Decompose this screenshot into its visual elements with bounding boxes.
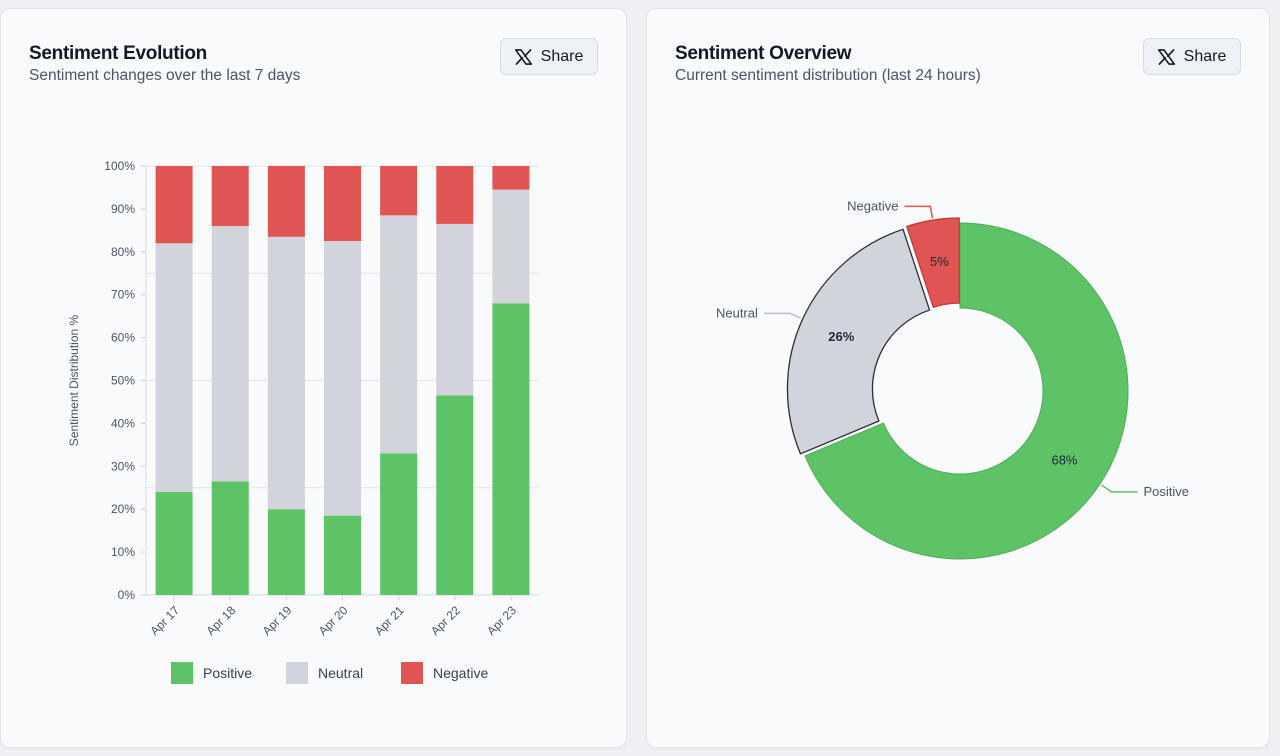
card-title: Sentiment Evolution [29,43,207,64]
bar-negative [492,166,530,190]
slice-category-label: Neutral [716,305,758,320]
x-tick-label: Apr 17 [147,603,182,638]
bar-positive [380,453,418,595]
bar-positive [211,481,249,595]
bar-negative [155,166,193,244]
bar-neutral [436,223,474,396]
y-tick-label: 20% [111,502,135,516]
y-tick-label: 50% [111,374,135,388]
card-subtitle: Current sentiment distribution (last 24 … [675,67,981,84]
share-button[interactable]: Share [1143,38,1241,75]
legend-swatch-neutral [286,662,308,684]
y-tick-label: 10% [111,545,135,559]
legend-swatch-positive [171,662,193,684]
share-button[interactable]: Share [500,38,598,75]
y-tick-label: 30% [111,459,135,473]
x-tick-label: Apr 21 [372,603,407,638]
bar-negative [380,166,418,216]
bar-neutral [155,243,193,493]
share-label: Share [1183,47,1227,65]
slice-neutral [786,228,931,455]
bar-neutral [267,236,305,510]
bar-neutral [324,241,361,516]
callout-line [1101,484,1138,493]
y-tick-label: 90% [111,202,135,216]
x-tick-label: Apr 22 [428,603,463,638]
x-tick-label: Apr 20 [316,603,351,638]
legend-swatch-negative [401,662,423,684]
y-tick-label: 60% [111,331,135,345]
y-tick-label: 80% [111,245,135,259]
x-tick-label: Apr 18 [203,603,238,638]
y-tick-label: 100% [104,159,135,173]
y-tick-label: 0% [118,588,136,602]
slice-category-label: Negative [847,198,898,213]
sentiment-evolution-card: Sentiment Evolution Sentiment changes ov… [0,8,627,748]
bar-negative [436,166,474,224]
bar-positive [324,515,361,595]
bar-positive [436,395,474,595]
slice-value-label: 5% [930,254,949,269]
card-subtitle: Sentiment changes over the last 7 days [29,67,301,84]
y-tick-label: 40% [111,416,135,430]
callout-line [904,205,934,219]
slice-positive [804,222,1129,560]
card-title: Sentiment Overview [675,43,852,64]
bar-neutral [380,215,418,454]
x-tick-label: Apr 19 [260,603,295,638]
bar-negative [324,166,361,242]
legend-label: Positive [203,665,252,681]
slice-value-label: 68% [1051,453,1077,468]
y-axis-label: Sentiment Distribution % [67,314,81,446]
bar-negative [267,166,305,237]
bar-positive [155,492,193,595]
bar-positive [492,303,530,595]
donut-chart: 68% Positive 26% Neutral 5% Negative [716,198,1190,560]
legend-label: Negative [433,665,488,681]
sentiment-overview-card: Sentiment Overview Current sentiment dis… [646,8,1270,748]
y-tick-label: 70% [111,288,135,302]
slice-category-label: Positive [1144,484,1190,499]
bar-positive [267,509,305,595]
share-label: Share [540,47,584,65]
bar-neutral [492,189,530,304]
legend-label: Neutral [318,665,363,681]
bar-negative [211,166,249,227]
slice-negative [905,217,960,309]
x-tick-label: Apr 23 [484,603,519,638]
x-logo-icon [514,48,532,65]
slice-value-label: 26% [828,329,854,344]
stacked-bar-chart: 0% 10% 20% 30% 40% 50% 60% 70% 80% 90% 100% Sentime… [67,159,539,684]
x-logo-icon [1157,48,1175,65]
callout-line [763,312,802,319]
bar-neutral [211,226,249,482]
